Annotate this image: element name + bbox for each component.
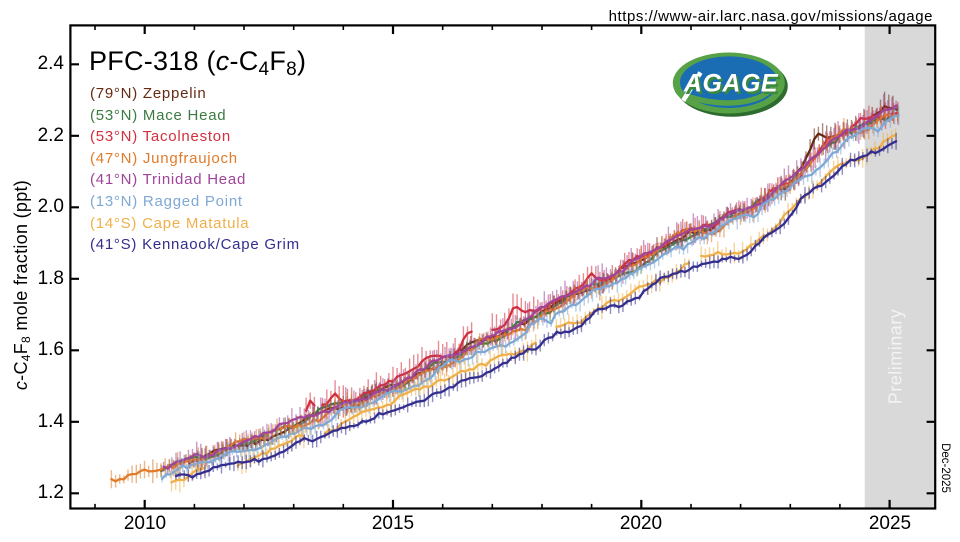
svg-text:AGAGE: AGAGE — [685, 72, 781, 100]
svg-text:AGAGE: AGAGE — [683, 70, 779, 98]
